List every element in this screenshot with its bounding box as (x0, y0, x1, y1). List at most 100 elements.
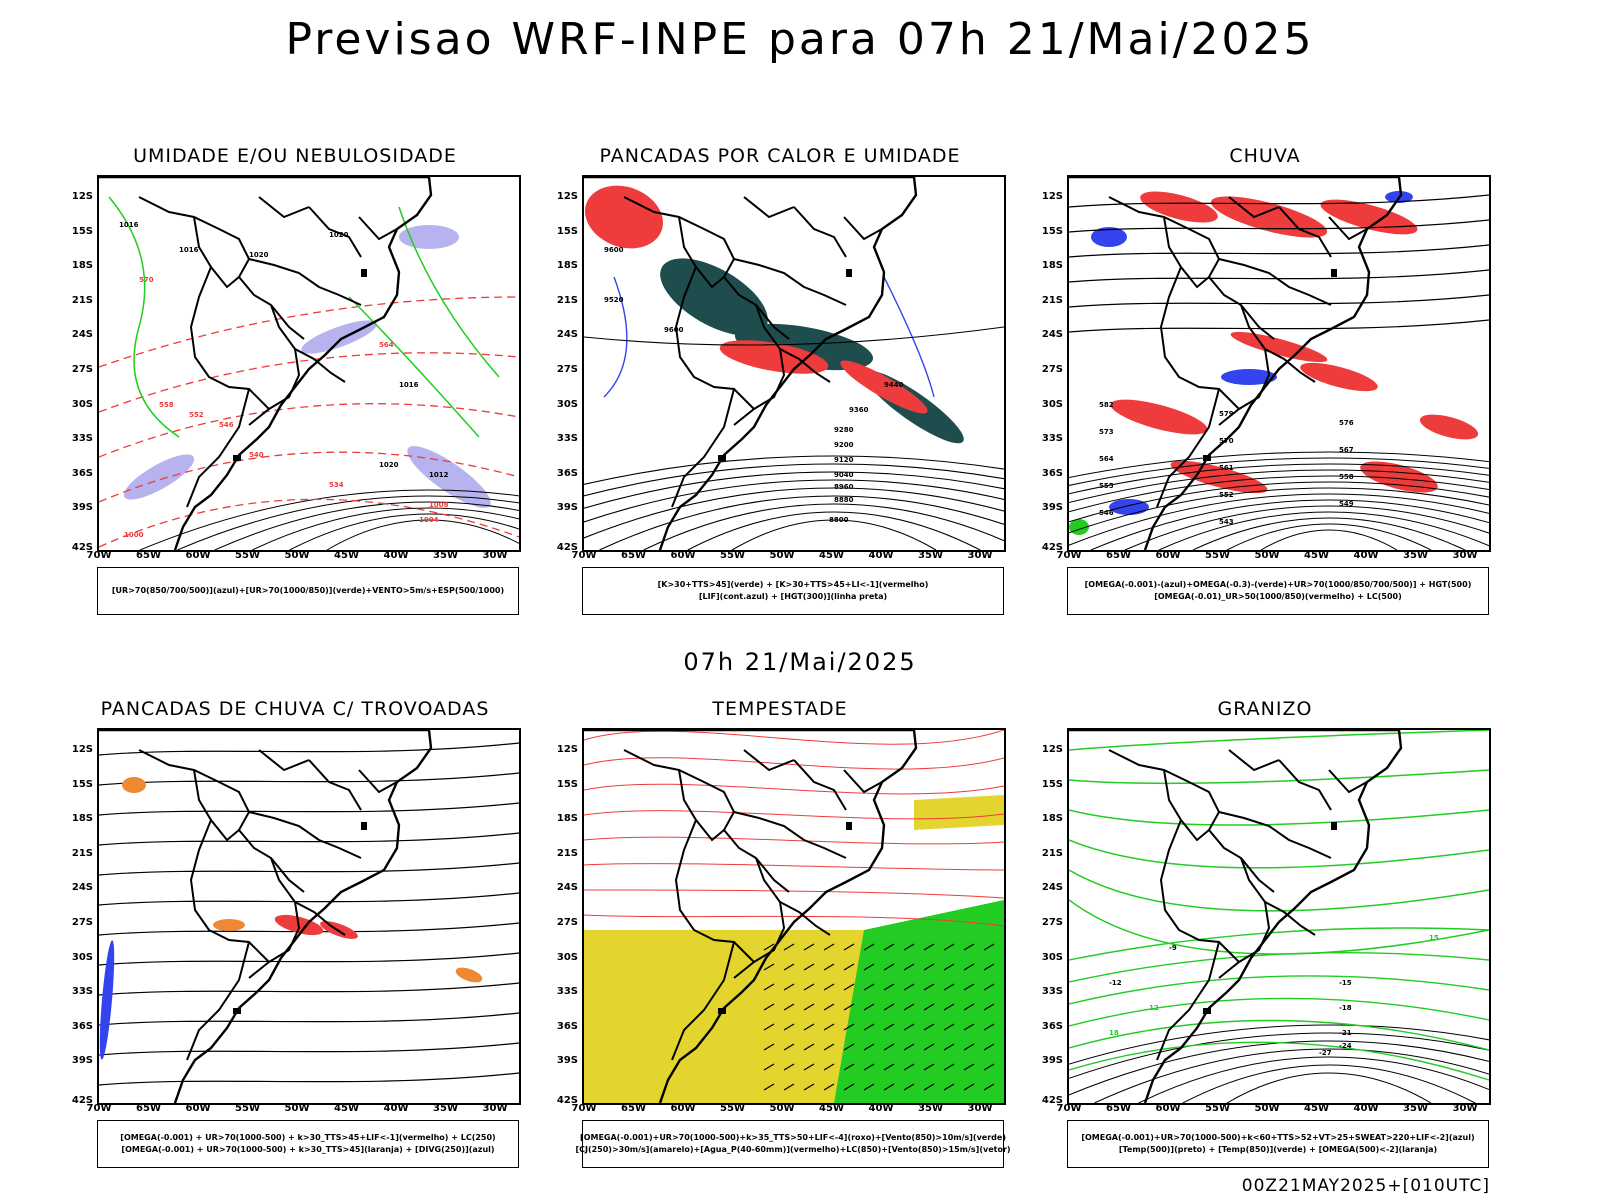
lon-tick-label: 50W (769, 550, 795, 561)
lon-tick-label: 45W (1304, 550, 1329, 561)
contour-label: 1020 (249, 251, 269, 259)
humidity-blue-area (123, 454, 195, 500)
lat-tick-label: 39S (556, 502, 578, 514)
contour-label: -27 (1319, 1049, 1332, 1057)
wind-vector (823, 983, 835, 991)
height-contour-850 (584, 783, 1004, 795)
country-border (793, 206, 847, 258)
wind-vector (923, 1003, 935, 1011)
height-contour (599, 495, 1004, 550)
contour-label: 9440 (884, 381, 904, 389)
rain-area (1170, 460, 1268, 494)
wind-vector (903, 1003, 915, 1011)
height-contour-850 (584, 757, 1004, 770)
height-contour (1226, 523, 1432, 550)
panel-pancadas-calor: PANCADAS POR CALOR E UMIDADE 12S 15S 18S 21… (540, 145, 1020, 625)
map-canvas (584, 730, 1004, 1103)
lon-tick-label: 45W (334, 1103, 359, 1114)
height-contour-850 (584, 836, 1004, 845)
legend-line: [OMEGA(-0.001) + UR>70(1000-500) + k>30_… (120, 1133, 496, 1142)
country-border (1264, 348, 1316, 383)
lat-tick-label: 18S (71, 260, 93, 272)
wind-vector (883, 1003, 895, 1011)
lat-tick-label: 36S (556, 1020, 578, 1032)
contour-label: 540 (249, 451, 264, 459)
country-border (779, 901, 831, 936)
lon-tick-label: 40W (383, 1103, 409, 1114)
lat-tick-label: 24S (71, 329, 93, 341)
height-contour (584, 463, 1004, 497)
wind-vector (783, 963, 795, 971)
lat-tick-label: 39S (1041, 1055, 1063, 1067)
temp850-contour (1069, 951, 1489, 983)
wind-vector (983, 1063, 995, 1071)
lat-tick-label: 21S (71, 294, 93, 306)
wind-vector (983, 983, 995, 991)
legend-line: [LIF](cont.azul) + [HGT(300)](linha pret… (698, 592, 888, 601)
wind-vector (983, 943, 995, 951)
lat-axis: 12S 15S 18S 21S 24S 27S 30S 33S 36S 39S 42S (1025, 175, 1065, 553)
lon-tick-label: 60W (1155, 550, 1181, 561)
thickness-contour (99, 296, 519, 368)
wind-vector (803, 1043, 815, 1051)
lat-axis: 12S 15S 18S 21S 24S 27S 30S 33S 36S 39S 42S (540, 728, 580, 1106)
map-canvas (99, 730, 519, 1103)
lat-tick-label: 18S (1041, 260, 1063, 272)
lake-mark (718, 1008, 726, 1014)
country-border (294, 901, 346, 936)
wind-vector (883, 943, 895, 951)
lon-tick-label: 65W (1106, 1103, 1131, 1114)
legend-box: [OMEGA(-0.001) + UR>70(1000-500) + k>30_… (97, 1120, 519, 1168)
contour-label: -12 (1109, 979, 1122, 987)
country-border (733, 258, 847, 306)
wind-vector (943, 1043, 955, 1051)
panel-umidade: UMIDADE E/OU NEBULOSIDADE 12S 15S 18S 21S 24… (55, 145, 535, 625)
height-contour (1069, 475, 1489, 513)
thickness-contour (99, 352, 519, 413)
legend-line: [OMEGA(-0.01)_UR>50(1000/850)(vermelho) … (1154, 592, 1402, 601)
lon-axis: 70W 65W 60W 55W 50W 45W 40W 35W 30W (1057, 1103, 1491, 1117)
temp500-contour (1069, 1040, 1489, 1096)
map-canvas: -9 -12 -15 -18 -21 -24 -27 15 18 12 (1069, 730, 1489, 1103)
lon-tick-label: 40W (868, 550, 894, 561)
wind-vector (823, 963, 835, 971)
lat-tick-label: 15S (556, 778, 578, 790)
lon-tick-label: 55W (720, 550, 745, 561)
lat-tick-label: 36S (1041, 467, 1063, 479)
lat-axis: 12S 15S 18S 21S 24S 27S 30S 33S 36S 39S 42S (540, 175, 580, 553)
lon-tick-label: 70W (86, 1103, 112, 1114)
country-border (186, 388, 250, 508)
lon-tick-label: 70W (1056, 1103, 1082, 1114)
country-border (308, 206, 362, 258)
contour-label: 18 (1109, 1029, 1119, 1037)
height-contour (1192, 517, 1466, 550)
lake-mark (846, 269, 852, 277)
contour-label: 1020 (329, 231, 349, 239)
pressure-contour (251, 507, 519, 550)
country-border (1278, 206, 1332, 258)
wind-vector (763, 963, 775, 971)
lat-tick-label: 33S (71, 433, 93, 445)
lon-tick-label: 65W (136, 550, 161, 561)
height-contour (1069, 481, 1489, 523)
country-border (248, 258, 362, 306)
pressure-contour (289, 513, 519, 550)
wind-vector (803, 983, 815, 991)
lat-tick-label: 27S (556, 917, 578, 928)
rain-orange-area (122, 777, 146, 793)
country-border (1156, 941, 1220, 1061)
lon-tick-label: 65W (1106, 550, 1131, 561)
lat-tick-label: 30S (556, 951, 578, 963)
rain-orange-area (213, 919, 245, 931)
wind-vector (843, 963, 855, 971)
contour-label: 564 (379, 341, 394, 349)
lake-mark (233, 455, 241, 461)
lon-tick-label: 30W (967, 1103, 993, 1114)
wind-vector (883, 1063, 895, 1071)
streamline (99, 802, 519, 816)
instability-li-area (719, 340, 829, 374)
map-frame: -9 -12 -15 -18 -21 -24 -27 15 18 12 (1067, 728, 1491, 1105)
wind-vector (963, 963, 975, 971)
lat-tick-label: 21S (71, 847, 93, 859)
height-contour (1069, 451, 1489, 479)
